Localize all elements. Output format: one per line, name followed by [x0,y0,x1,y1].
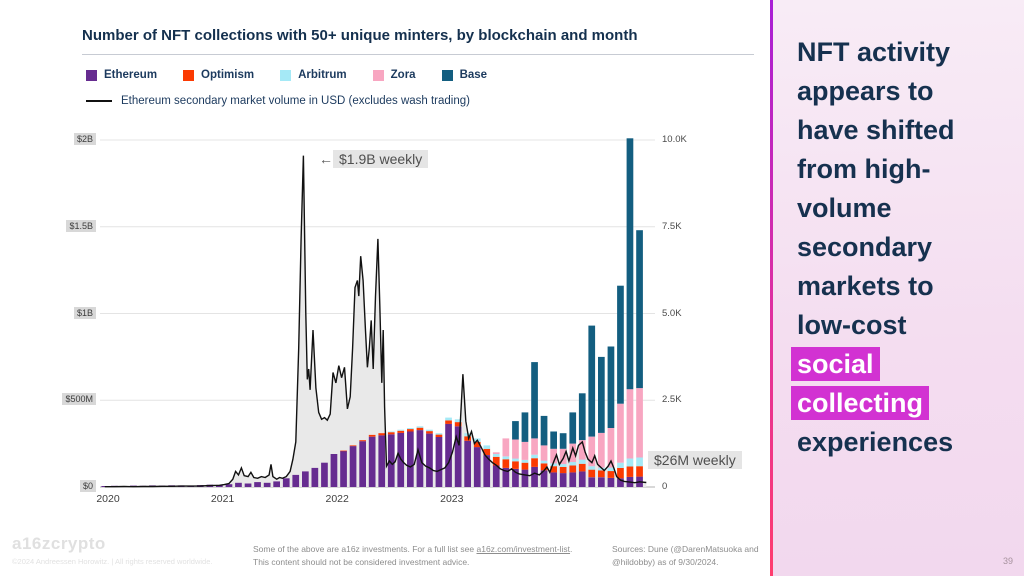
line-legend-swatch [86,100,112,102]
x-axis-tick-2020: 2020 [96,493,120,505]
legend-item-optimism: Optimism [183,69,254,81]
disclaimer-text: Some of the above are a16z investments. … [253,544,573,567]
panel-accent-border [770,0,773,576]
takeaway-line: social [791,345,1012,384]
takeaway-line: have shifted [797,115,955,145]
highlighted-word: collecting [791,386,930,420]
a16zcrypto-logo: a16zcrypto [12,534,106,553]
right-axis-tick: 0 [662,481,668,492]
legend-label: Arbitrum [298,69,347,81]
annotation-latest: $26M weekly [648,451,742,469]
annotation-peak: ← $1.9B weekly [319,150,429,168]
right-axis-tick: 2.5K [662,394,682,406]
takeaway-text: NFT activity appears to have shifted from h… [791,33,1012,462]
left-axis-tick: $1B [54,306,96,319]
takeaway-line: collecting [791,384,1012,423]
right-axis-tick: 7.5K [662,220,682,232]
chart-title: Number of NFT collections with 50+ uniqu… [82,27,638,44]
annotation-arrow-icon: ← [319,151,333,167]
legend-label: Ethereum [104,69,158,81]
takeaway-line: NFT activity [797,37,951,67]
right-axis-tick: 10.0K [662,134,687,145]
legend-item-ethereum: Ethereum [86,69,157,81]
page-number: 39 [1002,556,1013,566]
legend-label: Optimism [201,69,255,81]
x-axis-tick-2024: 2024 [554,493,579,505]
legend-label: Base [459,69,488,81]
takeaway-line: markets to [797,271,934,301]
left-axis-tick: $500M [54,393,96,406]
sources-text: Sources: Dune (@DarenMatsuoka and @hildo… [612,544,759,567]
legend-item-zora: Zora [372,69,416,81]
legend-label: Zora [390,69,416,81]
takeaway-line: from high- [797,154,931,184]
takeaway-line: appears to [797,76,934,106]
takeaway-line: experiences [797,427,954,457]
line-legend-label: Ethereum secondary market volume in USD … [121,95,470,107]
legend-item-base: Base [441,69,488,81]
ethereum-swatch-icon [86,69,97,81]
takeaway-panel: NFT activity appears to have shifted from h… [770,0,1024,576]
copyright-text: ©2024 Andreessen Horowitz. | All rights … [12,557,213,566]
right-axis-tick: 5.0K [662,307,682,319]
takeaway-line: volume [797,193,892,223]
legend-item-arbitrum: Arbitrum [280,69,347,81]
base-swatch-icon [441,69,453,81]
x-axis-tick-2021: 2021 [210,493,235,505]
x-axis-tick-2022: 2022 [325,493,349,505]
title-divider [82,54,754,55]
zora-swatch-icon [372,69,384,81]
x-axis-tick-2023: 2023 [440,493,464,505]
left-axis-tick: $0 [54,480,96,492]
optimism-swatch-icon [183,69,195,81]
chart-plot: ← $1.9B weekly $26M weekly $2B $1.5B $1B $50… [62,133,742,505]
takeaway-line: secondary [797,232,933,262]
investment-list-link[interactable]: a16z.com/investment-list [476,544,571,554]
line-legend: Ethereum secondary market volume in USD … [86,95,470,107]
left-axis-tick: $2B [54,133,96,145]
highlighted-word: social [791,347,880,381]
left-axis-tick: $1.5B [54,219,96,232]
chart-legend: Ethereum Optimism Arbitrum Zora Base [86,69,487,81]
chart-canvas [100,138,655,488]
arbitrum-swatch-icon [280,69,292,81]
takeaway-line: low-cost [797,310,907,340]
